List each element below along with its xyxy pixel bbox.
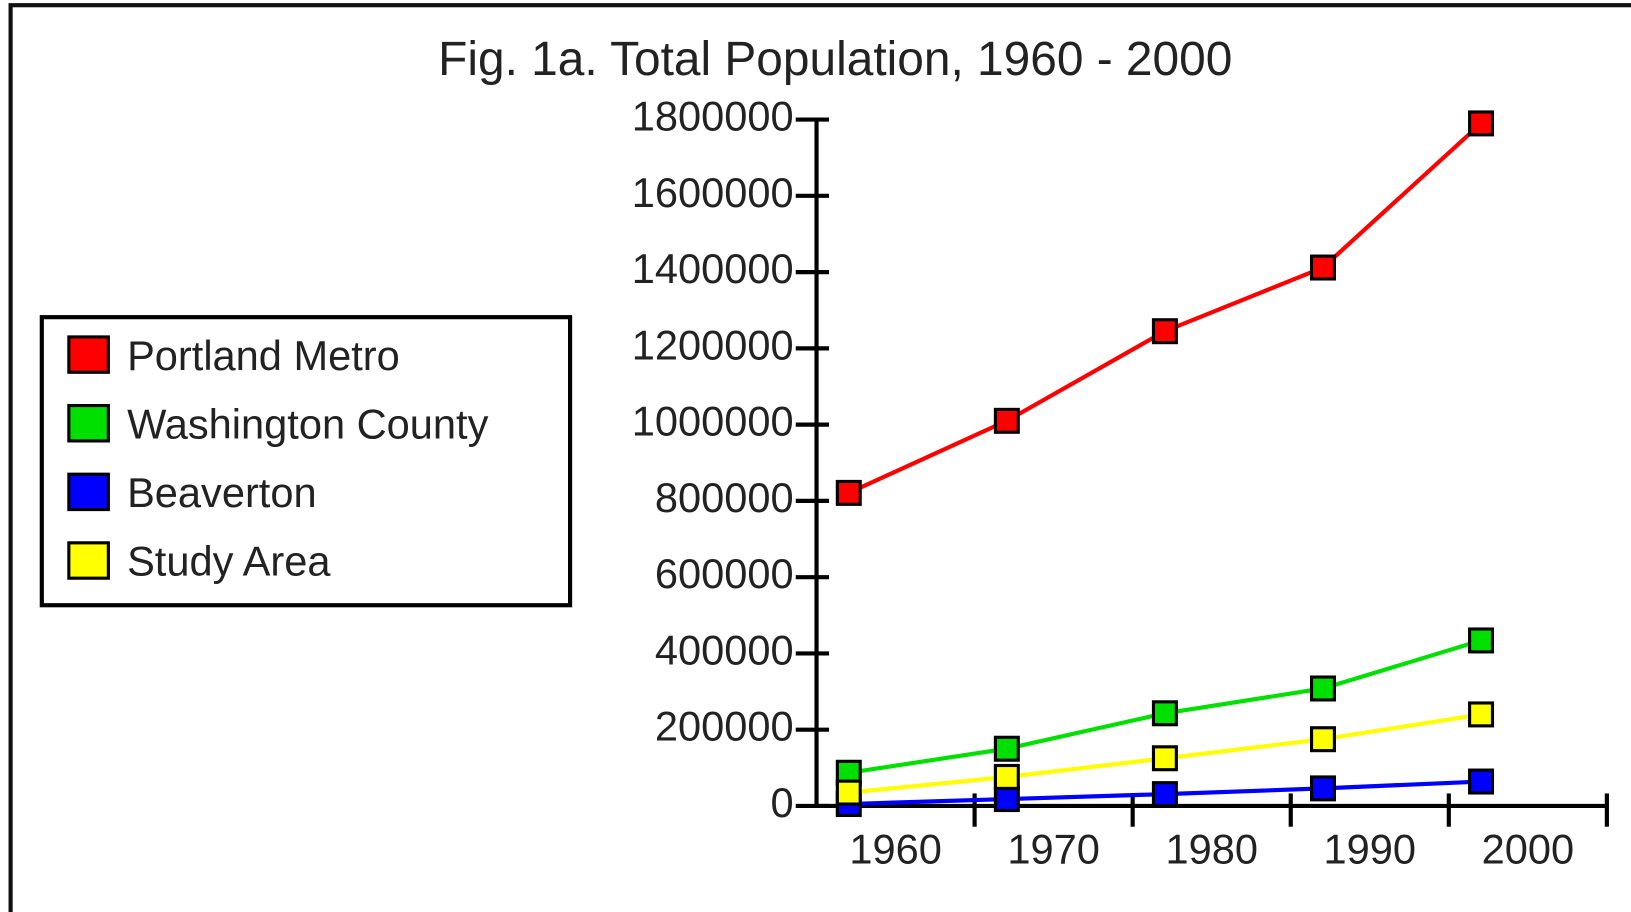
x-tick-label: 1990 xyxy=(1324,826,1416,873)
point-marker xyxy=(1151,700,1178,727)
point-marker xyxy=(1468,627,1495,654)
y-tick-label: 800000 xyxy=(655,474,794,521)
legend-label: Study Area xyxy=(127,538,331,585)
point-marker xyxy=(993,786,1020,813)
point-marker xyxy=(993,735,1020,762)
point-marker xyxy=(835,779,862,806)
legend-label: Beaverton xyxy=(127,469,317,516)
point-marker xyxy=(993,407,1020,434)
x-tick-label: 2000 xyxy=(1482,826,1574,873)
point-marker xyxy=(993,763,1020,790)
point-marker xyxy=(1151,781,1178,808)
x-tick-label: 1970 xyxy=(1007,826,1100,873)
y-tick-label: 200000 xyxy=(655,703,794,750)
point-marker xyxy=(1309,254,1336,281)
legend-swatch xyxy=(67,472,110,512)
x-tick-label: 1980 xyxy=(1165,826,1258,873)
frame xyxy=(8,3,1631,912)
point-marker xyxy=(1151,318,1178,345)
series-line xyxy=(847,121,1483,495)
y-tick-label: 1000000 xyxy=(632,398,794,445)
point-marker xyxy=(1309,775,1336,802)
y-tick-label: 400000 xyxy=(655,626,794,673)
y-tick-label: 1200000 xyxy=(632,321,794,368)
point-marker xyxy=(835,479,862,506)
point-marker xyxy=(1468,701,1495,728)
legend-label: Portland Metro xyxy=(127,332,400,379)
y-tick-label: 0 xyxy=(771,779,794,826)
point-marker xyxy=(1468,768,1495,795)
y-tick-label: 1600000 xyxy=(632,169,794,216)
point-marker xyxy=(1309,726,1336,753)
chart-title: Fig. 1a. Total Population, 1960 - 2000 xyxy=(438,33,1232,86)
legend-swatch xyxy=(67,335,110,374)
legend-swatch xyxy=(67,404,110,443)
legend-label: Washington County xyxy=(127,400,489,447)
y-tick-label: 1400000 xyxy=(632,245,794,292)
legend-box xyxy=(39,315,573,608)
y-tick-label: 1800000 xyxy=(632,93,794,140)
legend-swatch xyxy=(67,541,110,580)
point-marker xyxy=(1468,110,1495,137)
y-tick-label: 600000 xyxy=(655,550,794,597)
x-tick-label: 1960 xyxy=(849,826,942,873)
point-marker xyxy=(1309,675,1336,702)
point-marker xyxy=(1151,745,1178,772)
